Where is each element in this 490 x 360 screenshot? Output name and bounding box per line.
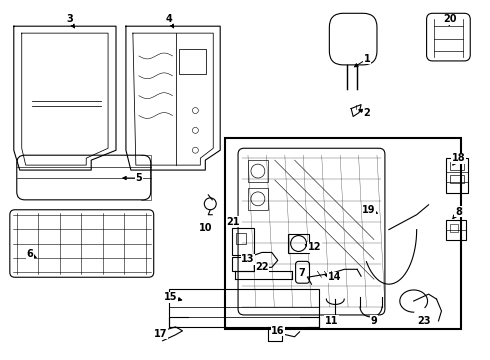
Bar — [450, 175, 465, 183]
Bar — [450, 224, 458, 231]
Text: 1: 1 — [364, 54, 370, 64]
Text: 13: 13 — [241, 255, 255, 264]
Bar — [169, 289, 319, 327]
Bar — [232, 228, 254, 255]
Bar — [236, 233, 246, 244]
Text: 16: 16 — [271, 326, 285, 336]
Bar — [248, 160, 268, 182]
Text: 11: 11 — [324, 316, 338, 326]
Text: 20: 20 — [443, 14, 457, 24]
Text: 5: 5 — [135, 173, 142, 183]
Bar — [178, 49, 206, 74]
Text: 12: 12 — [308, 243, 321, 252]
Text: 6: 6 — [26, 249, 33, 260]
Text: 9: 9 — [370, 316, 377, 326]
Bar — [225, 138, 461, 329]
Text: 7: 7 — [298, 268, 305, 278]
Bar — [446, 220, 466, 239]
Bar — [446, 158, 468, 193]
Text: 3: 3 — [66, 14, 73, 24]
Text: 8: 8 — [455, 207, 462, 217]
Bar — [288, 234, 310, 253]
Text: 18: 18 — [451, 153, 465, 163]
Bar — [450, 162, 465, 170]
Text: 22: 22 — [255, 262, 269, 272]
Text: 10: 10 — [198, 222, 212, 233]
Bar — [248, 188, 268, 210]
Text: 14: 14 — [327, 272, 341, 282]
Text: 23: 23 — [417, 316, 430, 326]
Text: 21: 21 — [226, 217, 240, 227]
Text: 4: 4 — [165, 14, 172, 24]
Text: 15: 15 — [164, 292, 177, 302]
Bar — [232, 257, 254, 271]
Text: 17: 17 — [154, 329, 168, 339]
Text: 2: 2 — [364, 108, 370, 117]
Text: 19: 19 — [362, 205, 376, 215]
